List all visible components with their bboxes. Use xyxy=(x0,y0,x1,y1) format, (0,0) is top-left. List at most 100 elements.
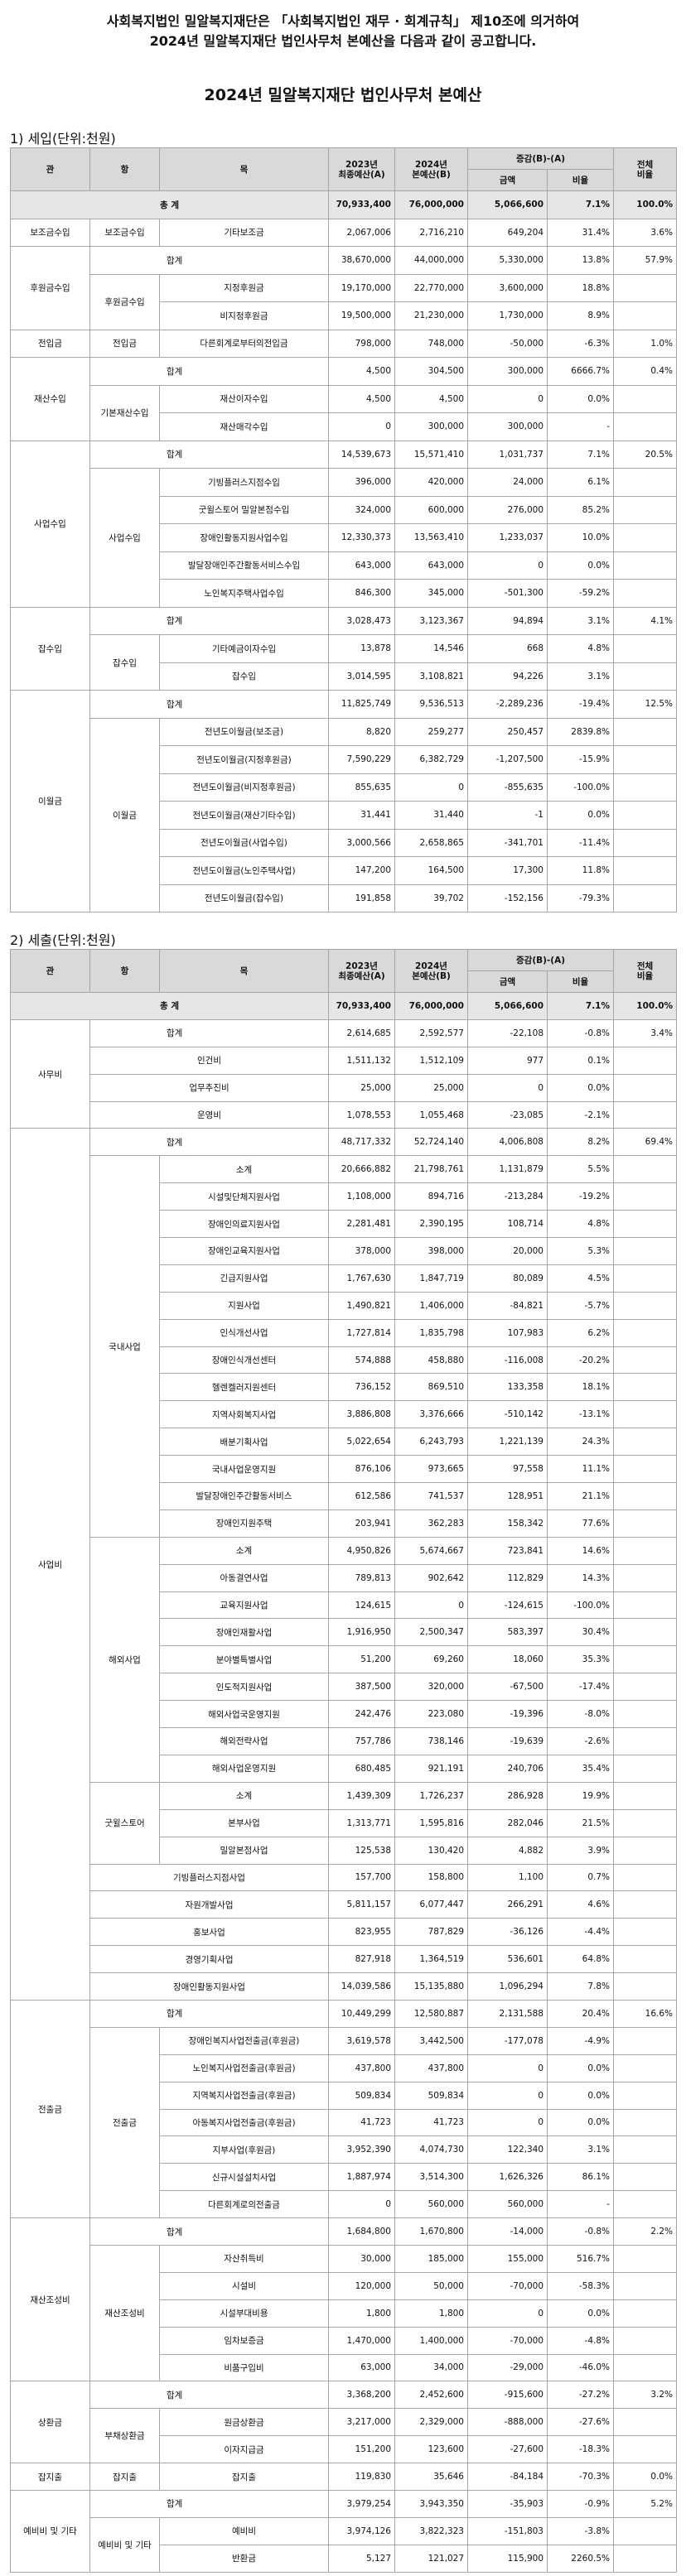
share-cell xyxy=(613,1264,678,1293)
value-cell: 38,670,000 xyxy=(328,246,395,275)
budget-row: 교육지원사업 124,615 0 -124,615 -100.0% xyxy=(11,1591,678,1620)
value-cell: 2,716,210 xyxy=(394,218,468,247)
mok-cell: 해외사업국운영지원 xyxy=(159,1700,329,1729)
share-cell xyxy=(613,2135,678,2164)
value-cell: 7,590,229 xyxy=(328,745,395,774)
income-section: 1) 세입(단위:천원) 관 항 목 2023년 최종예산(A) 2024년 본예산(B) 증감… xyxy=(10,128,678,912)
mok-cell: 기타예금이자수입 xyxy=(159,634,329,663)
table-head: 관 항 목 2023년 최종예산(A) 2024년 본예산(B) 증감(B)-(A) 전체 비율 금… xyxy=(10,147,678,191)
value-cell: 20.4% xyxy=(546,1999,615,2028)
value-cell: 3,514,300 xyxy=(394,2163,468,2192)
value-cell: 11.8% xyxy=(546,856,615,885)
header-cell: 2024년 본예산(B) xyxy=(394,949,468,993)
budget-row: 기빙플러스지점사업 157,700 158,800 1,100 0.7% xyxy=(11,1863,678,1892)
total-row: 총 계 70,933,400 76,000,000 5,066,600 7.1% 100.… xyxy=(10,992,678,1020)
share-cell xyxy=(613,1836,678,1865)
value-cell: 1,055,468 xyxy=(394,1100,468,1129)
budget-row: 전년도이월금(지정후원금) 7,590,229 6,382,729 -1,207,50… xyxy=(11,745,678,774)
value-cell: 0 xyxy=(467,384,548,413)
budget-row: 시설부대비용 1,800 1,800 0 0.0% xyxy=(11,2299,678,2328)
budget-row: 장애인활동지원사업 14,039,586 15,135,880 1,096,294 7.… xyxy=(11,1972,678,2001)
value-cell: 2,281,481 xyxy=(328,1210,395,1239)
header-cell: 전체 비율 xyxy=(613,147,678,191)
budget-row: 운영비 1,078,553 1,055,468 -23,085 -2.1% xyxy=(11,1100,678,1129)
value-cell: -84,821 xyxy=(467,1291,548,1320)
value-cell: 24,000 xyxy=(467,468,548,497)
header-line: 최종예산(A) xyxy=(338,970,385,981)
value-cell: 242,476 xyxy=(328,1700,395,1729)
value-cell: 741,537 xyxy=(394,1482,468,1510)
value-cell: 3,442,500 xyxy=(394,2026,468,2055)
mok-cell: 장애인활동지원사업 xyxy=(89,1972,329,2001)
mok-cell: 장애인교육지원사업 xyxy=(159,1237,329,1265)
header-cell: 비율 xyxy=(546,169,615,191)
mok-cell: 비품구입비 xyxy=(159,2353,329,2382)
value-cell: 112,829 xyxy=(467,1563,548,1592)
value-cell: 437,800 xyxy=(394,2054,468,2082)
budget-row: 잡수입 기타예금이자수입 13,878 14,546 668 4.8% xyxy=(11,634,678,691)
value-cell: 0 xyxy=(328,2190,395,2219)
value-cell: 1,626,326 xyxy=(467,2163,548,2192)
unit-label: (단위:천원) xyxy=(51,932,116,948)
value-cell: 2,614,685 xyxy=(328,1018,395,1047)
share-cell xyxy=(613,1673,678,1702)
mok-cell: 합계 xyxy=(89,246,329,275)
value-cell: 2839.8% xyxy=(546,717,615,746)
value-cell: 14,039,586 xyxy=(328,1972,395,2001)
budget-row: 전년도이월금(재산기타수입) 31,441 31,440 -1 0.0% xyxy=(11,801,678,830)
value-cell: 15,135,880 xyxy=(394,1972,468,2001)
value-cell: 921,191 xyxy=(394,1754,468,1783)
share-cell xyxy=(613,1563,678,1592)
value-cell: -0.9% xyxy=(546,2489,615,2518)
value-cell: 157,700 xyxy=(328,1863,395,1892)
share-cell xyxy=(613,2408,678,2437)
value-cell: 24.3% xyxy=(546,1428,615,1457)
share-cell xyxy=(613,1509,678,1538)
value-cell: 120,000 xyxy=(328,2271,395,2300)
mok-cell: 장애인재활사업 xyxy=(159,1618,329,1647)
value-cell: 21.1% xyxy=(546,1482,615,1510)
value-cell: 300,000 xyxy=(467,412,548,441)
share-cell xyxy=(613,2271,678,2300)
header-line: 2024년 xyxy=(415,961,447,971)
budget-row: 해외사업 소계 4,950,826 5,674,667 723,841 14.6% xyxy=(11,1536,678,1783)
value-cell: 119,830 xyxy=(328,2463,395,2491)
value-cell: 286,928 xyxy=(467,1781,548,1810)
header-cell: 비율 xyxy=(546,970,615,993)
mok-cell: 전년도이월금(노인주택사업) xyxy=(159,856,329,885)
value-cell: 3,000,566 xyxy=(328,828,395,857)
value-cell: 894,716 xyxy=(394,1182,468,1211)
value-cell: 1,726,237 xyxy=(394,1781,468,1810)
value-cell: 121,027 xyxy=(394,2544,468,2573)
value-cell: 5,811,157 xyxy=(328,1890,395,1919)
share-cell xyxy=(613,1536,678,1565)
budget-row: 굿윌스토어 소계 1,439,309 1,726,237 286,928 19.9% xyxy=(11,1781,678,1865)
gwan-cell: 잡수입 xyxy=(10,606,90,691)
value-cell: 723,841 xyxy=(467,1536,548,1565)
value-cell: 3.9% xyxy=(546,1836,615,1865)
share-cell xyxy=(613,717,678,746)
value-cell: 643,000 xyxy=(328,551,395,580)
share-cell: 20.5% xyxy=(613,440,678,469)
value-cell: -855,635 xyxy=(467,773,548,802)
value-cell: 680,485 xyxy=(328,1754,395,1783)
value-cell: 125,538 xyxy=(328,1836,395,1865)
header-cell: 관 xyxy=(10,949,90,993)
value-cell: 1,835,798 xyxy=(394,1318,468,1347)
budget-row: 전년도이월금(사업수입) 3,000,566 2,658,865 -341,701 -1… xyxy=(11,828,678,857)
gwan-cell: 전출금 xyxy=(10,1999,90,2219)
value-cell: 19,500,000 xyxy=(328,301,395,330)
share-cell xyxy=(613,1754,678,1783)
value-cell: -915,600 xyxy=(467,2381,548,2410)
value-cell: 1,470,000 xyxy=(328,2326,395,2355)
value-cell: 846,300 xyxy=(328,579,395,608)
value-cell: 668 xyxy=(467,634,548,663)
value-cell: -22,108 xyxy=(467,1018,548,1047)
gwan-cell: 재산수입 xyxy=(10,357,90,441)
gwan-cell: 사무비 xyxy=(10,1018,90,1129)
budget-row: 자원개발사업 5,811,157 6,077,447 266,291 4.6% xyxy=(11,1890,678,1919)
value-cell: -213,284 xyxy=(467,1182,548,1211)
budget-row: 상환금 합계 3,368,200 2,452,600 -915,600 -27.2% 3.2… xyxy=(10,2381,678,2464)
mok-cell: 인도적지원사업 xyxy=(159,1673,329,1702)
